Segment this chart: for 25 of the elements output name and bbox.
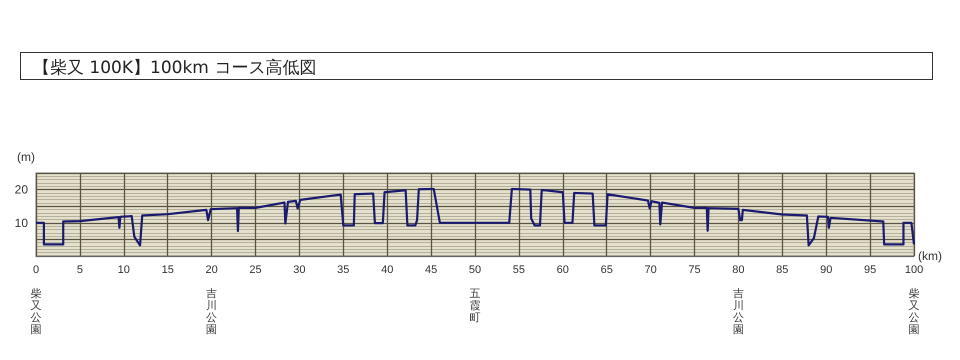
x-tick-label: 40 <box>381 264 394 276</box>
x-tick-label: 55 <box>512 264 526 276</box>
x-axis-title: (km) <box>918 249 942 263</box>
x-tick-label: 5 <box>76 264 83 276</box>
y-tick-label: 20 <box>14 182 28 197</box>
x-tick-label: 30 <box>293 264 306 276</box>
x-tick-label: 75 <box>688 264 701 276</box>
x-tick-label: 35 <box>337 264 350 276</box>
x-tick-label: 95 <box>864 264 876 276</box>
x-tick-label: 20 吉川公園 <box>205 264 218 336</box>
x-tick-label: 100 柴又公園 <box>904 264 924 336</box>
x-tick-label: 10 <box>118 264 130 276</box>
x-tick-label: 0 柴又公園 <box>30 264 42 336</box>
x-tick-label: 15 <box>162 264 174 276</box>
x-tick-label: 45 <box>424 264 438 276</box>
x-tick-label: 65 <box>600 264 613 276</box>
x-tick-label: 80 吉川公園 <box>732 264 745 336</box>
x-tick-label: 85 <box>776 264 788 276</box>
x-tick-label: 25 <box>249 264 262 276</box>
x-tick-label: 60 <box>556 264 569 276</box>
x-tick-label: 90 <box>820 264 832 276</box>
x-tick-label: 50 五霞町 <box>468 264 482 324</box>
x-tick-label: 70 <box>644 264 657 276</box>
chart-title: 【柴又 100K】100km コース高低図 <box>20 52 933 80</box>
y-axis-title: (m) <box>17 150 35 164</box>
